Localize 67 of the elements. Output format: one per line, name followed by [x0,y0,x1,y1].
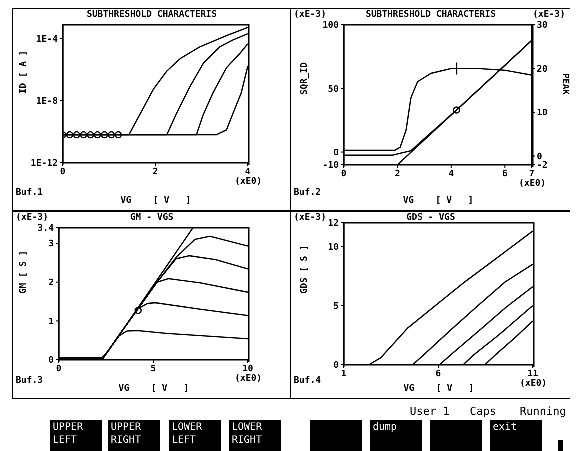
y-tick-label: 10 [328,242,339,253]
chart-title: SUBTHRESHOLD CHARACTERIS [86,10,218,20]
text: Buf.2 [294,188,322,198]
x-tick-label: 2 [395,169,400,180]
text: dump [372,421,398,435]
x-tick-label: 5 [150,364,156,374]
y-axis-title: ID [ A ] [19,50,30,94]
text: UPPER LEFT [52,421,84,448]
y-tick-label: 100 [322,21,339,32]
text: (xE0) [519,179,546,189]
text: (xE0) [235,177,262,187]
y-axis-title: GDS [ S ] [300,245,310,294]
x-tick-label: 6 [436,369,442,380]
x-tick-label: 0 [60,167,66,178]
x-tick-label: 6 [502,169,508,180]
y-tick-label: 1E-8 [36,97,58,107]
x-axis-title: VG [ V ] [118,384,190,394]
y-tick-label: 1E-12 [30,159,58,170]
text: (xE0) [520,379,548,389]
y2-tick-label: 0 [537,152,542,162]
y2-tick-label: -2 [537,161,548,172]
chart-title: GDS - VGS [406,213,456,223]
x-tick-label: 2 [152,167,158,178]
text: LOWER LEFT [171,421,204,448]
text: (xE-3) [16,213,49,223]
x-tick-label: 4 [448,169,455,180]
y-tick-label: 1E-4 [36,34,59,45]
text: (xE-3) [294,10,327,20]
x-tick-label: 1 [341,369,347,380]
text: Running [520,405,566,418]
y2-tick-label: 30 [537,21,548,32]
text: LOWER RIGHT [231,421,264,448]
y-tick-label: 0 [48,356,54,366]
x-tick-label: 10 [242,364,254,374]
x-tick-label: 7 [529,169,535,180]
x-axis-title: VG [ V ] [120,196,192,206]
text: (xE-3) [294,213,327,223]
text: Caps [470,405,496,418]
text: (xE-3) [533,10,566,20]
y2-tick-label: 10 [537,108,548,119]
x-tick-label: 4 [245,167,252,178]
y-tick-label: 1 [48,317,54,328]
y-tick-label: 3.4 [38,224,55,234]
y-axis-title: GM [ S ] [19,250,30,294]
text: Buf.1 [16,188,44,198]
text: UPPER RIGHT [110,421,142,448]
text: exit [492,421,518,435]
text: Buf.4 [294,376,322,386]
y-tick-label: 2 [48,278,54,289]
y-tick-label: 50 [328,84,339,95]
y2-tick-label: 20 [537,64,548,75]
y-tick-label: 5 [334,302,339,312]
y-tick-label: 3 [48,240,54,250]
x-axis-title: VG [ V ] [402,196,475,206]
x-tick-label: 0 [341,169,347,180]
text: User 1 [410,405,450,418]
y2-axis-title: PEAK [560,73,570,96]
x-tick-label: 11 [528,369,538,380]
text: Buf.3 [16,376,44,386]
y-tick-label: -10 [322,161,339,172]
x-axis-title: VG [ V ] [404,384,474,394]
y-tick-label: 0 [334,148,339,158]
chart-title: SUBTHRESHOLD CHARACTERIS [366,10,496,20]
chart-title: GM - VGS [130,213,174,223]
y-axis-title: SQR_ID [300,62,310,95]
text: (xE0) [235,374,262,384]
y-tick-label: 12 [328,219,339,230]
